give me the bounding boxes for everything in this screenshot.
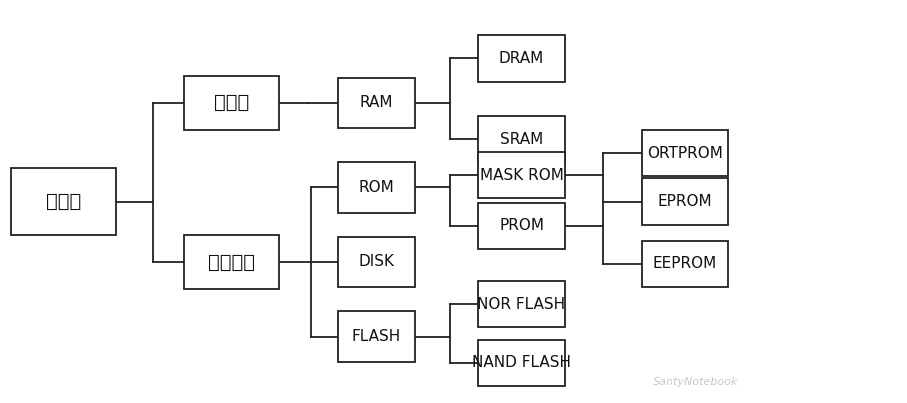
FancyBboxPatch shape [479, 152, 564, 199]
Text: SantyNotebook: SantyNotebook [653, 377, 738, 387]
Text: DISK: DISK [358, 254, 395, 270]
Text: 易失性: 易失性 [214, 93, 249, 112]
FancyBboxPatch shape [337, 311, 415, 362]
FancyBboxPatch shape [337, 237, 415, 287]
Text: PROM: PROM [499, 218, 544, 233]
FancyBboxPatch shape [479, 35, 564, 81]
Text: ORTPROM: ORTPROM [647, 145, 723, 161]
FancyBboxPatch shape [642, 241, 727, 287]
Text: RAM: RAM [360, 95, 393, 110]
Text: NOR FLASH: NOR FLASH [477, 297, 566, 312]
Text: 非易失性: 非易失性 [208, 252, 255, 272]
Text: 存储器: 存储器 [46, 192, 81, 211]
Text: SRAM: SRAM [500, 131, 543, 147]
Text: NAND FLASH: NAND FLASH [472, 355, 571, 370]
Text: ROM: ROM [358, 180, 395, 195]
Text: DRAM: DRAM [499, 51, 544, 66]
FancyBboxPatch shape [12, 168, 116, 235]
FancyBboxPatch shape [337, 162, 415, 213]
FancyBboxPatch shape [479, 202, 564, 249]
Text: MASK ROM: MASK ROM [480, 168, 563, 183]
FancyBboxPatch shape [642, 178, 727, 224]
Text: EEPROM: EEPROM [653, 256, 717, 272]
FancyBboxPatch shape [642, 130, 727, 177]
FancyBboxPatch shape [183, 76, 279, 130]
FancyBboxPatch shape [479, 116, 564, 162]
FancyBboxPatch shape [183, 235, 279, 289]
Text: FLASH: FLASH [352, 329, 401, 344]
FancyBboxPatch shape [479, 281, 564, 327]
Text: EPROM: EPROM [658, 194, 712, 209]
FancyBboxPatch shape [337, 77, 415, 128]
FancyBboxPatch shape [479, 339, 564, 386]
